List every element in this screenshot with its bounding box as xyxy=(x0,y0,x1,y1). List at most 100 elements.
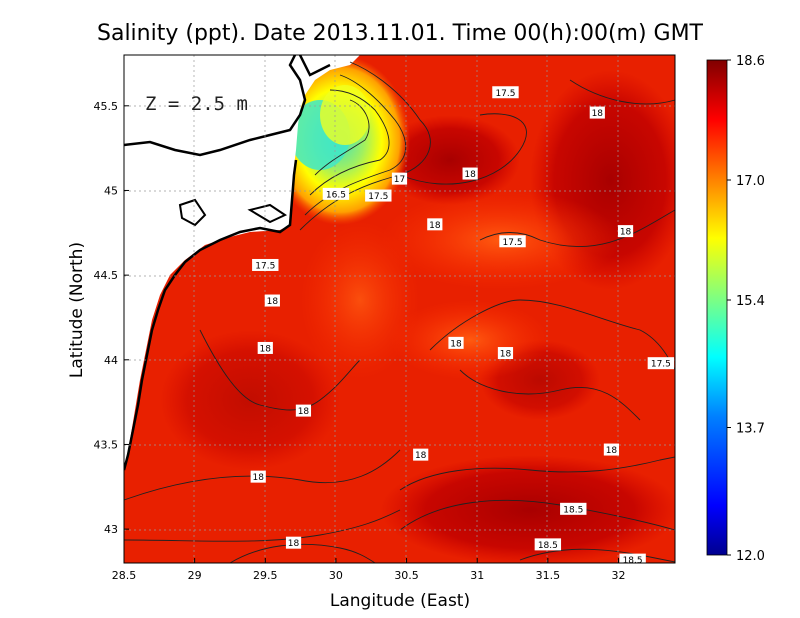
contour-label-text: 17 xyxy=(394,175,405,185)
contour-label: 18 xyxy=(448,336,464,349)
colorbar-tick-label: 17.0 xyxy=(736,174,765,189)
contour-label-text: 17.5 xyxy=(255,261,275,271)
contour-label-text: 17.5 xyxy=(503,238,523,248)
contour-lines xyxy=(124,61,675,563)
contour-label-box xyxy=(250,470,266,483)
contour-label-text: 18 xyxy=(415,451,427,461)
x-tick-label: 32 xyxy=(611,569,625,582)
contour-label: 16.5 xyxy=(322,187,350,200)
y-tick-label: 45.5 xyxy=(94,100,119,113)
contour-label-box xyxy=(391,172,408,185)
contour-label-box xyxy=(413,448,429,461)
contour-label: 18.5 xyxy=(534,538,562,551)
colorbar-tick-label: 18.6 xyxy=(736,54,765,69)
contour-label-text: 18 xyxy=(606,446,618,456)
contour-label: 17.5 xyxy=(647,357,675,370)
x-tick-label: 31 xyxy=(470,569,484,582)
y-axis-ticks: 43 43.5 44 44.5 45 45.5 xyxy=(94,100,129,536)
contour-label: 18 xyxy=(264,294,280,307)
contour-label: 18 xyxy=(589,106,605,119)
colorbar-tick-label: 12.0 xyxy=(736,549,765,564)
x-tick-label: 28.5 xyxy=(112,569,137,582)
contour-label: 18 xyxy=(462,167,478,180)
y-tick-label: 44.5 xyxy=(94,269,119,282)
contour-label-box xyxy=(497,347,514,360)
contour-label-text: 18 xyxy=(260,344,272,354)
land-mask xyxy=(124,55,360,468)
x-tick-label: 29.5 xyxy=(253,569,278,582)
contour-label-text: 17.5 xyxy=(368,192,388,202)
x-tick-label: 29 xyxy=(188,569,202,582)
contour-label-text: 18 xyxy=(450,339,462,349)
contour-label-text: 18.5 xyxy=(538,541,558,551)
contour-label-box xyxy=(462,167,478,180)
coastline xyxy=(124,55,331,471)
x-tick-label: 31.5 xyxy=(536,569,561,582)
contour-label: 18 xyxy=(603,443,620,456)
contour-label-box xyxy=(252,258,279,271)
contour-label: 17.5 xyxy=(365,189,392,202)
contour-label-box xyxy=(264,294,280,307)
contour-label-box xyxy=(295,404,312,417)
contour-label-text: 18 xyxy=(298,407,310,417)
contour-label-text: 18.5 xyxy=(623,556,643,566)
contour-label: 18 xyxy=(427,218,443,231)
contour-label-box xyxy=(322,187,350,200)
contour-label: 18 xyxy=(257,341,273,354)
contour-label: 17.5 xyxy=(499,235,526,248)
contour-label: 18.5 xyxy=(560,502,587,515)
contour-label-text: 18 xyxy=(464,170,476,180)
contour-label: 18.5 xyxy=(619,553,646,566)
y-tick-label: 44 xyxy=(104,354,118,367)
y-tick-label: 45 xyxy=(104,184,118,197)
colorbar-ticks: 18.6 17.0 15.4 13.7 12.0 xyxy=(727,54,765,564)
colorbar-tick-label: 13.7 xyxy=(736,422,765,437)
contour-label-text: 18.5 xyxy=(563,505,583,515)
plot-frame xyxy=(123,54,676,564)
y-axis-label: Latitude (North) xyxy=(67,242,87,378)
contour-label: 18 xyxy=(285,536,302,549)
contour-label-text: 16.5 xyxy=(326,190,346,200)
salinity-field: 17.5 18 18 17 16.5 17.5 18 17.5 18 17.5 18 18 18 18 17… xyxy=(124,55,675,566)
contour-label-text: 18 xyxy=(288,539,300,549)
contour-label: 17.5 xyxy=(252,258,279,271)
contour-label-text: 18 xyxy=(267,297,279,307)
contour-label: 18 xyxy=(413,448,429,461)
contour-label: 18 xyxy=(617,225,634,238)
y-tick-label: 43.5 xyxy=(94,438,119,451)
contour-label: 17 xyxy=(391,172,408,185)
contour-label-box xyxy=(285,536,302,549)
contour-label-text: 17.5 xyxy=(495,89,515,99)
contour-label-box xyxy=(647,357,675,370)
contour-label-text: 18 xyxy=(592,109,604,119)
contour-label-text: 17.5 xyxy=(651,360,671,370)
contour-label-box xyxy=(560,502,587,515)
contour-label-box xyxy=(617,225,634,238)
contour-label: 18 xyxy=(497,347,514,360)
x-tick-label: 30.5 xyxy=(394,569,419,582)
contour-label-text: 18 xyxy=(500,350,512,360)
contour-label-box xyxy=(427,218,443,231)
contour-label-text: 18 xyxy=(620,228,632,238)
contour-label-text: 18 xyxy=(252,473,264,483)
colorbar-tick-label: 15.4 xyxy=(736,294,765,309)
contour-label: 18 xyxy=(250,470,266,483)
contour-label-box xyxy=(534,538,562,551)
contour-label-box xyxy=(365,189,392,202)
contour-label-box xyxy=(492,86,519,99)
contour-labels: 17.5 18 18 17 16.5 17.5 18 17.5 18 17.5 18 18 18 18 17… xyxy=(250,86,675,566)
contour-label-box xyxy=(589,106,605,119)
contour-label-text: 18 xyxy=(429,221,441,231)
x-tick-label: 30 xyxy=(329,569,343,582)
y-tick-label: 43 xyxy=(104,523,118,536)
contour-label-box xyxy=(619,553,646,563)
contour-label-box xyxy=(603,443,620,456)
contour-label-box xyxy=(257,341,273,354)
contour-label: 18 xyxy=(295,404,312,417)
contour-label-box xyxy=(499,235,526,248)
contour-label: 17.5 xyxy=(492,86,519,99)
x-axis-ticks: 28.5 29 29.5 30 30.5 31 31.5 32 xyxy=(112,558,625,582)
chart-title: Salinity (ppt). Date 2013.11.01. Time 00… xyxy=(97,21,704,46)
colorbar xyxy=(706,59,728,556)
